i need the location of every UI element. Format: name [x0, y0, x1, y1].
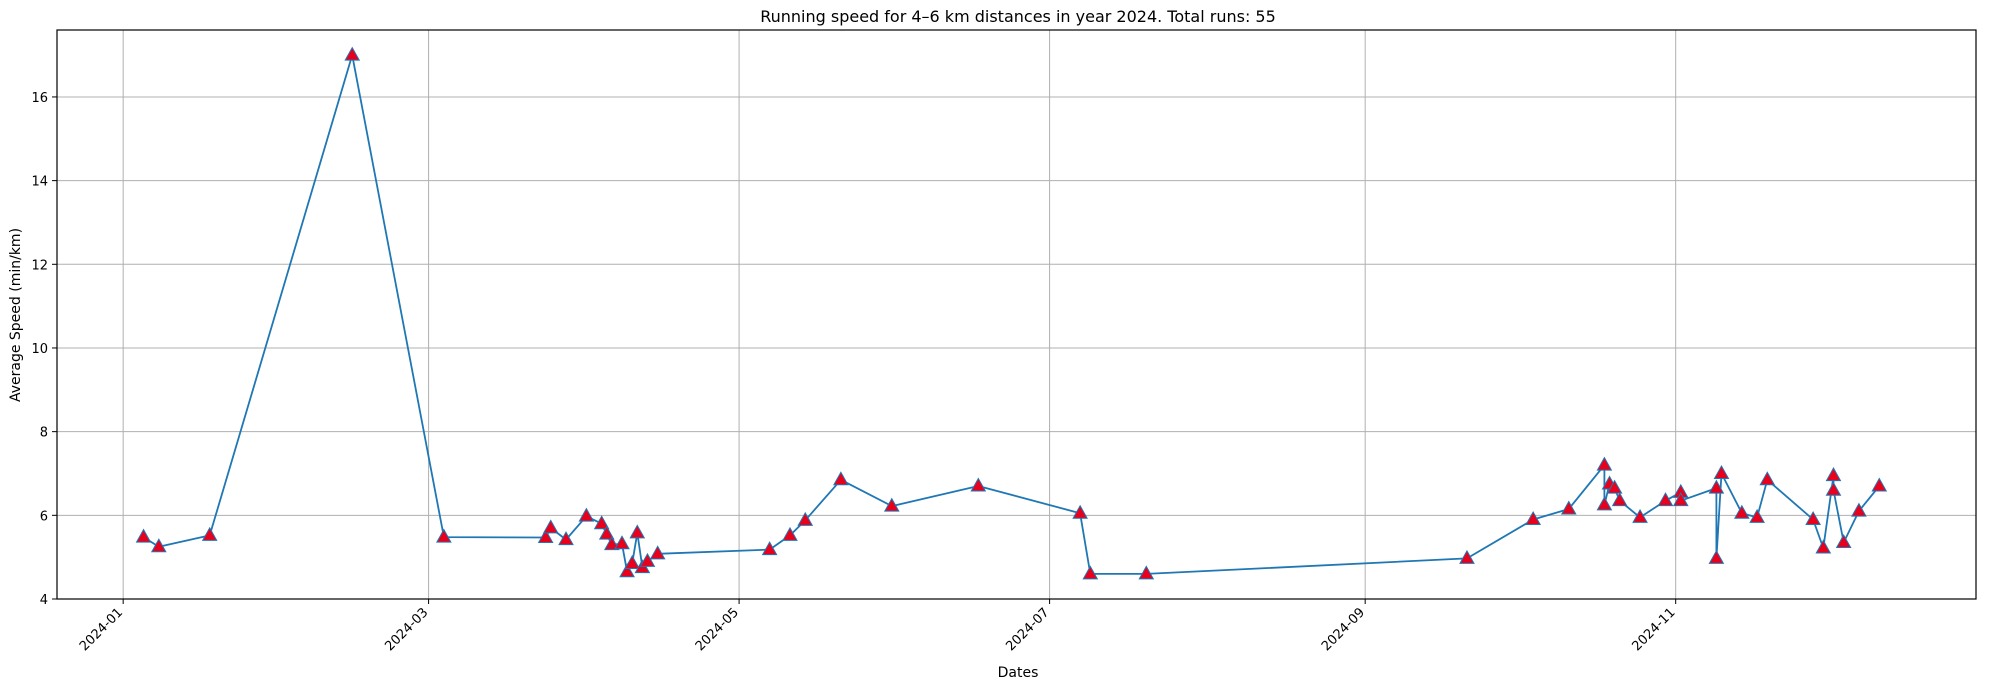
data-point-marker: [150, 538, 167, 553]
data-point-marker: [639, 552, 656, 567]
data-point-marker: [1072, 504, 1088, 519]
data-point-marker: [1560, 500, 1577, 515]
data-point-marker: [1082, 565, 1099, 580]
data-point-marker: [135, 528, 152, 543]
data-point-marker: [1851, 502, 1867, 517]
data-point-marker: [436, 528, 452, 543]
data-point-marker: [1611, 492, 1628, 507]
x-axis-ticks: 2024-01 2024-03 2024-05 2024-07 2024-09 2024-…: [77, 599, 1679, 654]
x-tick-label: 2024-09: [1319, 605, 1368, 654]
y-tick-label: 12: [31, 258, 48, 273]
data-point-marker: [201, 526, 218, 541]
data-point-marker: [1525, 510, 1542, 526]
x-axis-label: Dates: [998, 665, 1039, 681]
x-tick-label: 2024-05: [693, 605, 742, 654]
data-point-marker: [782, 526, 798, 541]
grid-lines: [57, 30, 1976, 600]
data-point-marker: [1733, 504, 1750, 519]
data-point-marker: [1632, 508, 1648, 523]
y-tick-label: 14: [31, 175, 48, 190]
y-axis-label: Average Speed (min/km): [8, 228, 24, 402]
data-point-marker: [542, 519, 559, 534]
data-point-marker: [1708, 549, 1725, 564]
data-point-marker: [1815, 539, 1832, 554]
data-point-marker: [1749, 508, 1765, 523]
data-point-marker: [578, 507, 595, 522]
data-point-marker: [1713, 464, 1730, 479]
data-point-marker: [833, 471, 849, 486]
data-point-marker: [624, 554, 641, 569]
data-point-marker: [970, 477, 987, 492]
y-tick-label: 6: [40, 509, 48, 524]
data-point-marker: [1657, 492, 1674, 507]
y-tick-label: 16: [31, 91, 48, 106]
x-tick-label: 2024-07: [1003, 605, 1052, 654]
data-point-marker: [537, 528, 554, 543]
data-point-marker: [1596, 496, 1613, 511]
data-point-marker: [603, 536, 620, 551]
data-point-marker: [797, 511, 814, 526]
chart-title: Running speed for 4–6 km distances in ye…: [760, 7, 1276, 26]
data-point-marker: [649, 545, 666, 560]
y-axis-ticks: 4 6 8 10 12 14 16: [31, 91, 57, 608]
x-tick-label: 2024-01: [77, 605, 126, 654]
data-point-marker: [1805, 510, 1821, 526]
data-point-marker: [883, 497, 900, 512]
data-point-marker: [344, 46, 361, 61]
data-point-marker: [1759, 471, 1776, 486]
data-point-marker: [1835, 533, 1852, 549]
data-point-marker: [1459, 549, 1475, 564]
data-markers: [135, 46, 1888, 580]
data-point-marker: [629, 524, 646, 539]
plot-frame: [56, 29, 1977, 600]
data-point-marker: [1672, 492, 1689, 507]
x-tick-label: 2024-11: [1629, 605, 1678, 654]
y-tick-label: 8: [40, 426, 48, 441]
data-point-marker: [1606, 479, 1623, 494]
data-point-marker: [1138, 565, 1155, 580]
data-point-marker: [558, 531, 574, 546]
data-point-marker: [619, 563, 635, 578]
data-point-marker: [593, 515, 610, 530]
data-point-marker: [761, 541, 778, 556]
data-point-marker: [1708, 479, 1725, 494]
data-point-marker: [1871, 477, 1888, 492]
y-tick-label: 4: [40, 593, 48, 608]
x-tick-label: 2024-03: [382, 605, 431, 654]
data-point-marker: [1825, 481, 1842, 496]
data-point-marker: [598, 525, 615, 540]
data-point-marker: [1596, 456, 1613, 471]
data-point-marker: [1825, 467, 1842, 482]
y-tick-label: 10: [31, 342, 48, 357]
data-point-marker: [614, 535, 630, 550]
